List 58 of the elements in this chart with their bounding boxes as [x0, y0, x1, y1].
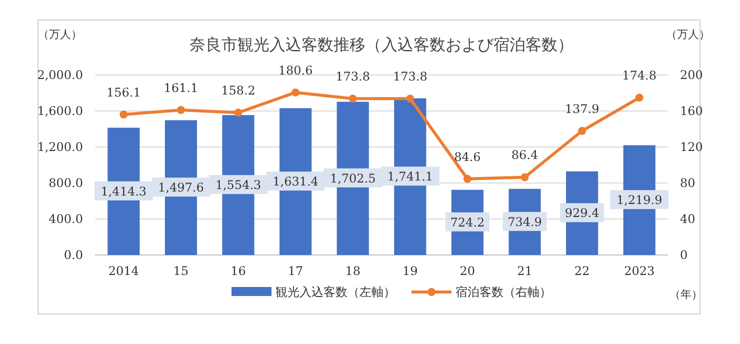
y-tick-label: 400.0: [48, 212, 83, 226]
data-label: 734.9: [508, 214, 542, 229]
data-label: 1,741.1: [387, 170, 434, 184]
data-label: 84.6: [454, 150, 481, 164]
point: [292, 88, 300, 96]
y2-axis-title: （万人）: [666, 28, 710, 41]
point: [176, 106, 185, 114]
point: [520, 173, 529, 182]
data-label: 1,219.9: [616, 193, 662, 208]
x-tick-label: 16: [230, 264, 246, 278]
point: [234, 108, 242, 117]
y2-tick-label: 200: [680, 68, 703, 82]
data-label: 1,631.4: [272, 174, 319, 189]
y2-tick-label: 80: [680, 176, 696, 190]
y-axis-title: （万人）: [38, 28, 82, 41]
x-tick-label: 19: [402, 264, 418, 278]
data-label: 1,414.3: [100, 184, 147, 198]
y2-tick-label: 160: [680, 104, 703, 118]
data-label: 161.1: [164, 81, 198, 96]
x-tick-label: 22: [574, 264, 590, 278]
data-label: 1,702.5: [330, 171, 376, 186]
y2-tick-label: 120: [680, 140, 703, 154]
point: [406, 94, 414, 103]
y-tick-label: 2,000.0: [37, 68, 83, 82]
y-tick-label: 0.0: [64, 248, 83, 262]
point: [348, 94, 357, 103]
legend-label: 観光入込客数（左軸）: [276, 285, 396, 299]
legend-label: 宿泊客数（右軸）: [456, 285, 552, 299]
data-label: 137.9: [564, 102, 600, 116]
y2-tick-label: 40: [680, 212, 696, 226]
data-label: 173.8: [392, 70, 428, 84]
data-label: 1,497.6: [158, 180, 204, 195]
point: [463, 174, 472, 183]
y2-tick-label: 0: [680, 248, 688, 262]
x-tick-label: 2014: [108, 264, 140, 278]
x-tick-label: 18: [345, 264, 360, 278]
chart-title: 奈良市観光入込客数推移（入込客数および宿泊客数）: [190, 35, 574, 54]
x-tick-label: 17: [288, 264, 304, 278]
data-label: 174.8: [622, 68, 657, 83]
x-tick-label: 20: [460, 264, 476, 278]
x-tick-label: 21: [517, 264, 532, 278]
x-tick-label: 2023: [624, 264, 655, 278]
data-label: 724.2: [450, 215, 485, 230]
data-label: 86.4: [511, 148, 538, 162]
point: [578, 126, 586, 135]
data-label: 1,554.3: [215, 178, 262, 192]
x-tick-label: 15: [173, 264, 189, 278]
data-label: 180.6: [278, 63, 313, 78]
point: [635, 94, 644, 102]
data-label: 156.1: [106, 86, 141, 100]
point: [120, 110, 128, 119]
y-tick-label: 1,600.0: [37, 104, 83, 118]
data-label: 158.2: [221, 84, 256, 98]
y-tick-label: 800.0: [48, 176, 83, 190]
data-label: 929.4: [564, 206, 600, 220]
x-axis-title: （年）: [670, 288, 702, 301]
data-label: 173.8: [336, 70, 370, 84]
y-tick-label: 1,200.0: [37, 140, 83, 154]
